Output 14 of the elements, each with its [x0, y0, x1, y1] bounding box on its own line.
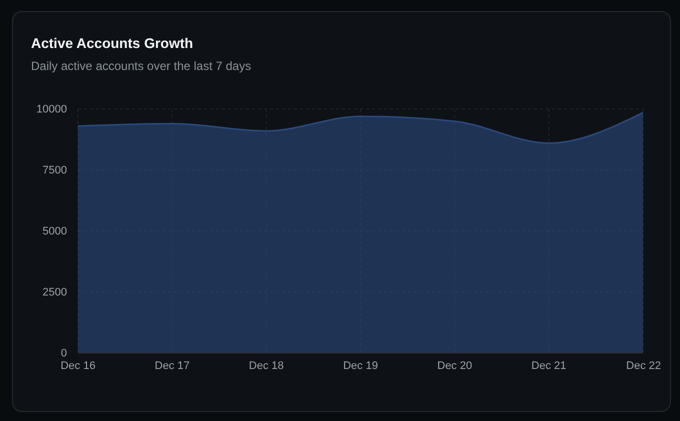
y-tick-label: 10000: [36, 104, 67, 116]
y-tick-label: 0: [60, 348, 67, 360]
x-tick-label: Dec 19: [343, 360, 378, 372]
x-tick-label: Dec 17: [154, 360, 190, 372]
x-tick-label: Dec 22: [626, 360, 661, 372]
x-tick-label: Dec 16: [60, 360, 96, 372]
chart-subtitle: Daily active accounts over the last 7 days: [31, 59, 252, 73]
y-tick-label: 5000: [42, 226, 67, 238]
y-tick-label: 2500: [42, 286, 67, 299]
x-tick-label: Dec 21: [531, 360, 566, 372]
x-tick-label: Dec 20: [437, 360, 472, 372]
chart-title: Active Accounts Growth: [31, 35, 194, 51]
y-tick-label: 7500: [42, 164, 67, 177]
x-tick-label: Dec 18: [248, 360, 284, 372]
